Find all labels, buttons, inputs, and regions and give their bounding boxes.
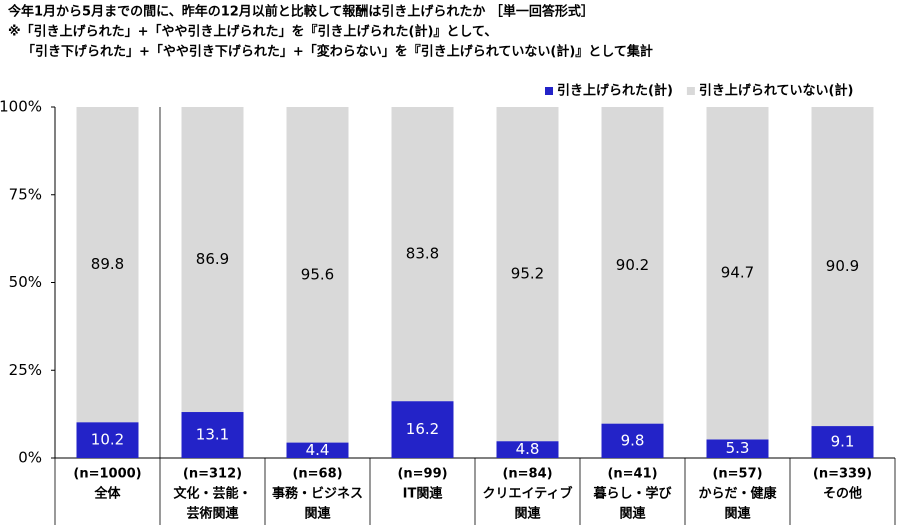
x-tick-label: 関連 [514,506,541,522]
x-tick-label: (n=57) [712,467,762,482]
bar [76,422,139,458]
bar [601,423,664,458]
y-tick-label: 0% [18,449,42,467]
chart-title: 「引き下げられた」+「やや引き下げられた」+「変わらない」を『引き上げられていな… [22,44,653,60]
value-label: 16.2 [406,420,439,438]
bar [496,107,559,442]
bar [181,107,244,413]
x-tick-label: からだ・健康 [698,486,777,502]
x-tick-label: IT関連 [403,486,444,502]
value-label: 86.9 [196,250,229,268]
value-label: 4.8 [516,440,540,458]
value-label: 4.4 [306,441,330,459]
legend-label: 引き上げられた(計) [557,83,673,99]
value-label: 95.2 [511,265,544,283]
value-label: 90.2 [616,256,649,274]
bar [706,107,769,440]
x-tick-label: 事務・ビジネス [272,486,363,502]
bar [286,107,349,443]
y-tick-label: 100% [0,98,42,116]
bar [811,426,874,458]
x-tick-label: (n=68) [292,467,342,482]
x-tick-label: 全体 [93,486,121,502]
chart-title: 今年1月から5月までの間に、昨年の12月以前と比較して報酬は引き上げられたか ［… [7,4,594,20]
value-label: 10.2 [91,431,124,449]
x-tick-label: 関連 [304,506,331,522]
bar [706,439,769,458]
bar [181,412,244,458]
legend-swatch [686,87,695,95]
x-tick-label: 関連 [724,506,751,522]
x-tick-label: (n=312) [183,467,242,482]
x-tick-label: (n=99) [397,467,447,482]
value-label: 9.8 [621,431,645,449]
x-tick-label: (n=84) [502,467,552,482]
legend-label: 引き上げられていない(計) [699,83,854,99]
value-label: 83.8 [406,245,439,263]
value-label: 95.6 [301,265,334,283]
x-tick-label: その他 [823,486,862,502]
x-tick-label: (n=41) [607,467,657,482]
bar [76,107,139,423]
bar [286,442,349,458]
bar [391,107,454,402]
value-label: 9.1 [831,433,855,451]
x-tick-label: (n=339) [813,467,872,482]
x-tick-label: 文化・芸能・ [173,486,251,502]
x-tick-label: 芸術関連 [186,506,239,522]
value-label: 13.1 [196,426,229,444]
bar [496,441,559,458]
x-tick-label: (n=1000) [73,467,141,482]
chart-title: ※「引き上げられた」+「やや引き上げられた」を『引き上げられた(計)』として、 [8,24,497,40]
bar [391,401,454,458]
value-label: 5.3 [726,439,750,457]
x-tick-label: クリエイティブ [483,486,573,502]
value-label: 90.9 [826,257,859,275]
value-label: 89.8 [91,255,124,273]
y-tick-label: 50% [9,273,42,291]
value-label: 94.7 [721,264,754,282]
bar [601,107,664,424]
x-tick-label: 暮らし・学び [592,486,672,502]
y-tick-label: 75% [9,185,42,203]
bar [811,107,874,427]
legend-swatch [545,87,553,95]
y-tick-label: 25% [9,361,42,379]
x-tick-label: 関連 [619,506,646,522]
